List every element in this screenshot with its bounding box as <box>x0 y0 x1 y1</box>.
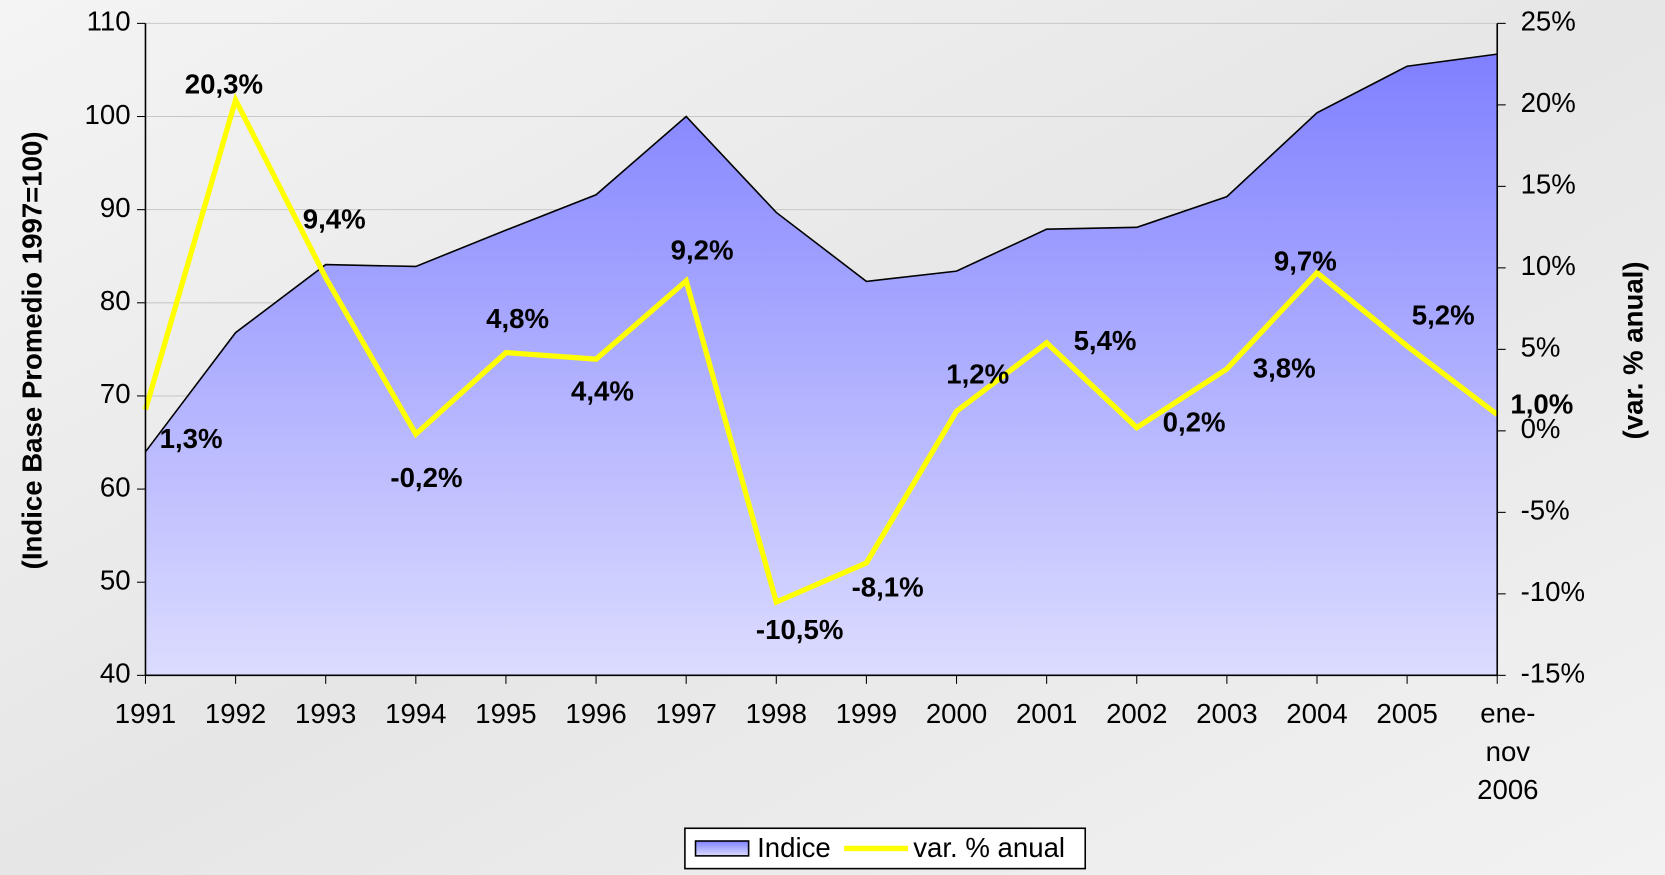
x-tick-label: 1992 <box>205 698 266 729</box>
area-fill <box>145 54 1498 676</box>
y-tick-label: 110 <box>87 6 131 37</box>
data-label: 9,7% <box>1274 245 1337 276</box>
x-tick-label: 2001 <box>1016 698 1077 729</box>
data-label: 5,2% <box>1412 300 1475 331</box>
y2-tick-label: -10% <box>1521 576 1585 607</box>
y2-tick-label: -5% <box>1521 495 1570 526</box>
legend-label: Indice <box>757 832 831 863</box>
x-tick-label: 1994 <box>385 698 446 729</box>
x-tick-label: 1993 <box>295 698 356 729</box>
data-label: -0,2% <box>390 462 462 493</box>
y2-tick-label: 0% <box>1521 413 1561 444</box>
line <box>142 92 1499 606</box>
x-tick-label: 1991 <box>115 698 176 729</box>
x-tick-label: 2000 <box>926 698 987 729</box>
y-tick-label: 100 <box>85 99 131 130</box>
data-label: 9,4% <box>303 204 366 235</box>
y-tick-label: 50 <box>100 565 131 596</box>
data-label: 4,4% <box>571 375 634 406</box>
data-label: -8,1% <box>852 572 924 603</box>
legend-label: var. % anual <box>913 832 1065 863</box>
legend-swatch <box>694 840 750 857</box>
y2-tick-label: 25% <box>1521 6 1576 37</box>
data-label: 0,2% <box>1163 407 1226 438</box>
y2-tick-label: 15% <box>1521 169 1576 200</box>
data-label: 3,8% <box>1253 352 1316 383</box>
x-tick-label: 1998 <box>746 698 807 729</box>
y2-tick-label: 10% <box>1521 250 1576 281</box>
x-tick-label: 2002 <box>1106 698 1167 729</box>
data-label: 1,3% <box>160 423 223 454</box>
x-tick-label: 2004 <box>1286 698 1347 729</box>
x-tick-label: 1996 <box>565 698 626 729</box>
y-axis-title: (Indice Base Promedio 1997=100) <box>16 131 47 569</box>
x-tick-label: 2005 <box>1376 698 1437 729</box>
data-label: 1,0% <box>1510 388 1573 419</box>
y2-tick-label: -15% <box>1521 658 1585 689</box>
x-tick-label: ene-nov 2006 <box>1477 698 1538 805</box>
data-label: 9,2% <box>671 235 734 266</box>
x-tick-label: 1997 <box>655 698 716 729</box>
x-tick-label: 1999 <box>836 698 897 729</box>
y-tick-label: 70 <box>100 378 131 409</box>
data-label: 20,3% <box>185 68 263 99</box>
data-label: 1,2% <box>946 359 1009 390</box>
y2-axis-title: (var. % anual) <box>1618 261 1649 439</box>
y-tick-label: 40 <box>100 658 131 689</box>
data-label: 4,8% <box>486 303 549 334</box>
y2-tick-label: 5% <box>1521 332 1561 363</box>
data-label: -10,5% <box>756 614 843 645</box>
data-label: 5,4% <box>1074 325 1137 356</box>
x-tick-label: 1995 <box>475 698 536 729</box>
x-tick-label: 2003 <box>1196 698 1257 729</box>
y-tick-label: 80 <box>100 285 131 316</box>
y-tick-label: 90 <box>100 192 131 223</box>
area-line <box>144 53 1498 453</box>
y2-tick-label: 20% <box>1521 87 1576 118</box>
y-tick-label: 60 <box>100 471 131 502</box>
